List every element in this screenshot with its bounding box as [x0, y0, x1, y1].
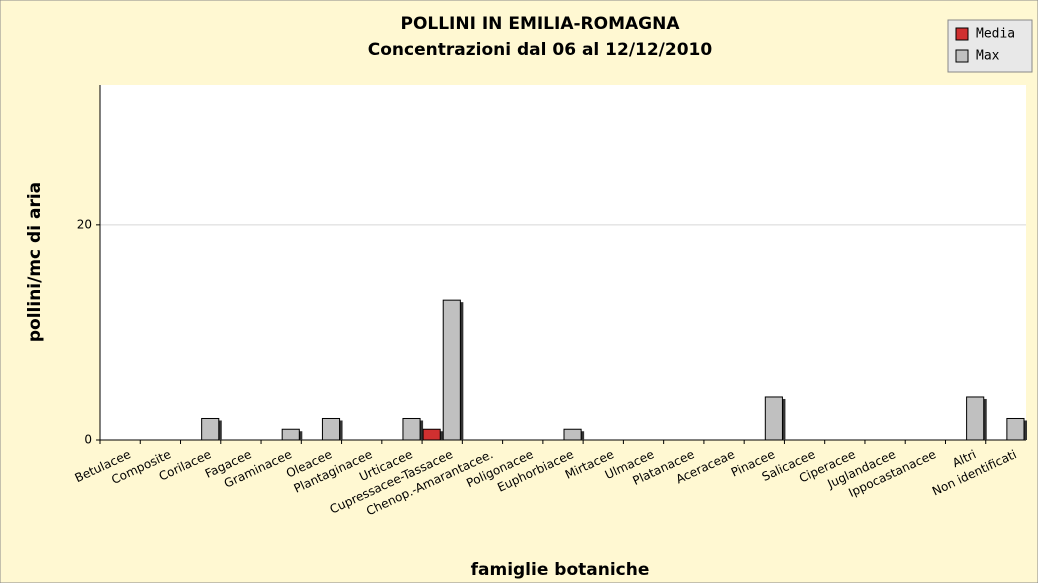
legend-label: Max [976, 49, 1000, 64]
chart-subtitle: Concentrazioni dal 06 al 12/12/2010 [368, 40, 713, 60]
y-tick-label: 20 [77, 217, 92, 231]
legend-label: Media [976, 27, 1015, 42]
bar [442, 299, 461, 441]
y-tick-label: 0 [84, 433, 92, 447]
x-axis-label: famiglie botaniche [471, 560, 650, 580]
bar [1006, 417, 1025, 441]
bar [402, 417, 421, 441]
bar [201, 417, 220, 441]
bar [563, 428, 582, 441]
bar [321, 417, 341, 441]
bar [764, 396, 783, 441]
legend-swatch [955, 49, 969, 63]
chart-title: POLLINI IN EMILIA-ROMAGNA [400, 14, 680, 34]
y-axis-label: pollini/mc di aria [25, 182, 45, 342]
plot-area [100, 85, 1026, 440]
legend-swatch [955, 27, 969, 41]
bar [281, 428, 300, 441]
bar [966, 396, 985, 441]
bar [422, 428, 441, 441]
